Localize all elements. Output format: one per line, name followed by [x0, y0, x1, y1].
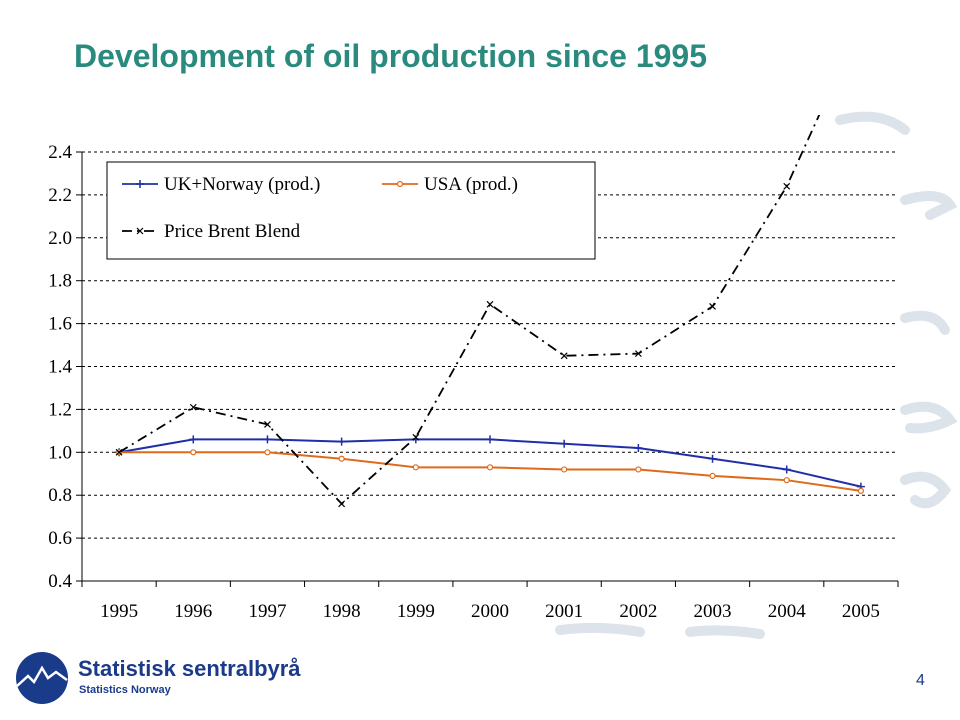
series-2-point — [709, 472, 716, 479]
decor-stroke — [555, 622, 645, 637]
x-tick-label: 2005 — [842, 601, 880, 622]
series-3-point — [264, 420, 271, 428]
legend-box — [106, 161, 596, 260]
decor-stroke — [900, 310, 950, 335]
x-tick-label: 2003 — [694, 601, 732, 622]
series-3-point — [709, 303, 716, 310]
chart-legend: UK+Norway (prod.) USA (prod.) Price Brent … — [106, 161, 596, 260]
series-2-point — [338, 455, 345, 462]
series-1-point — [263, 435, 272, 444]
x-tick-label: 1995 — [100, 601, 138, 622]
series-line-2 — [119, 451, 862, 492]
y-tick-label: 2.4 — [48, 142, 72, 163]
x-tick-label: 2001 — [545, 601, 583, 622]
decor-stroke — [900, 471, 952, 509]
decor-stroke — [900, 401, 958, 434]
legend-label-2: USA (prod.) — [424, 174, 518, 195]
chart-axes: 0.4 0.6 0.8 1.0 1.2 1.4 1.6 1.8 2.0 2.2 2.4 1995 199… — [48, 142, 899, 622]
x-tick-label: 1997 — [248, 601, 286, 622]
series-3-point — [634, 350, 642, 358]
series-3-point — [115, 448, 123, 456]
x-tick-label: 1998 — [323, 601, 361, 622]
series-2-point — [412, 464, 419, 471]
series-1-point — [189, 435, 198, 444]
y-tick-label: 2.2 — [48, 185, 72, 206]
series-3-point — [412, 433, 420, 441]
series-1-point — [486, 435, 494, 444]
decor-stroke — [685, 625, 765, 639]
series-line-1 — [118, 438, 862, 488]
x-tick-label: 2002 — [619, 601, 657, 622]
y-tick-label: 1.8 — [48, 271, 72, 292]
page-number: 4 — [916, 672, 925, 689]
x-tick-label: 2000 — [471, 601, 509, 622]
y-tick-label: 1.4 — [48, 357, 72, 378]
series-1-point — [634, 444, 643, 453]
x-tick-label: 1999 — [397, 601, 435, 622]
legend-marker-2 — [396, 180, 404, 188]
y-tick-label: 0.6 — [48, 528, 72, 549]
series-1-point — [560, 439, 569, 448]
series-3-point — [783, 182, 791, 190]
series-2-point — [486, 464, 494, 471]
series-3-point — [560, 352, 568, 360]
series-3-point — [858, 20, 864, 26]
series-line-3 — [118, 115, 821, 506]
series-2-point — [264, 449, 271, 456]
series-1-point — [782, 465, 791, 474]
ssb-logo: Statistisk sentralbyrå Statistics Norway — [12, 650, 312, 706]
y-tick-label: 1.6 — [48, 314, 72, 335]
series-3-point — [338, 500, 346, 508]
legend-label-1: UK+Norway (prod.) — [164, 174, 320, 195]
series-2-point — [635, 466, 642, 473]
chart-series — [115, 20, 865, 508]
y-tick-label: 2.0 — [48, 228, 72, 249]
series-2-point — [561, 466, 568, 473]
series-2-point — [190, 449, 197, 456]
y-tick-label: 1.2 — [48, 399, 72, 420]
series-2-point — [857, 487, 865, 495]
logo-subtitle: Statistics Norway — [79, 684, 171, 696]
x-tick-label: 1996 — [174, 601, 212, 622]
x-tick-label: 2004 — [768, 601, 807, 622]
legend-label-3: Price Brent Blend — [164, 221, 301, 242]
series-1-point — [337, 437, 346, 446]
y-tick-label: 0.4 — [48, 571, 72, 592]
y-tick-label: 1.0 — [48, 442, 72, 463]
decor-stroke — [835, 111, 910, 135]
logo-name: Statistisk sentralbyrå — [78, 656, 301, 681]
legend-marker-1 — [136, 180, 144, 188]
series-2-point — [783, 477, 790, 484]
series-3-point — [486, 300, 494, 308]
ssb-logo-icon — [16, 652, 68, 704]
series-1-point — [708, 454, 717, 463]
legend-marker-3 — [136, 227, 144, 235]
decor-stroke — [900, 191, 958, 220]
series-3-point — [189, 403, 197, 411]
background-decoration — [555, 111, 958, 639]
y-tick-label: 0.8 — [48, 485, 72, 506]
slide-title: Development of oil production since 1995 — [74, 38, 708, 74]
